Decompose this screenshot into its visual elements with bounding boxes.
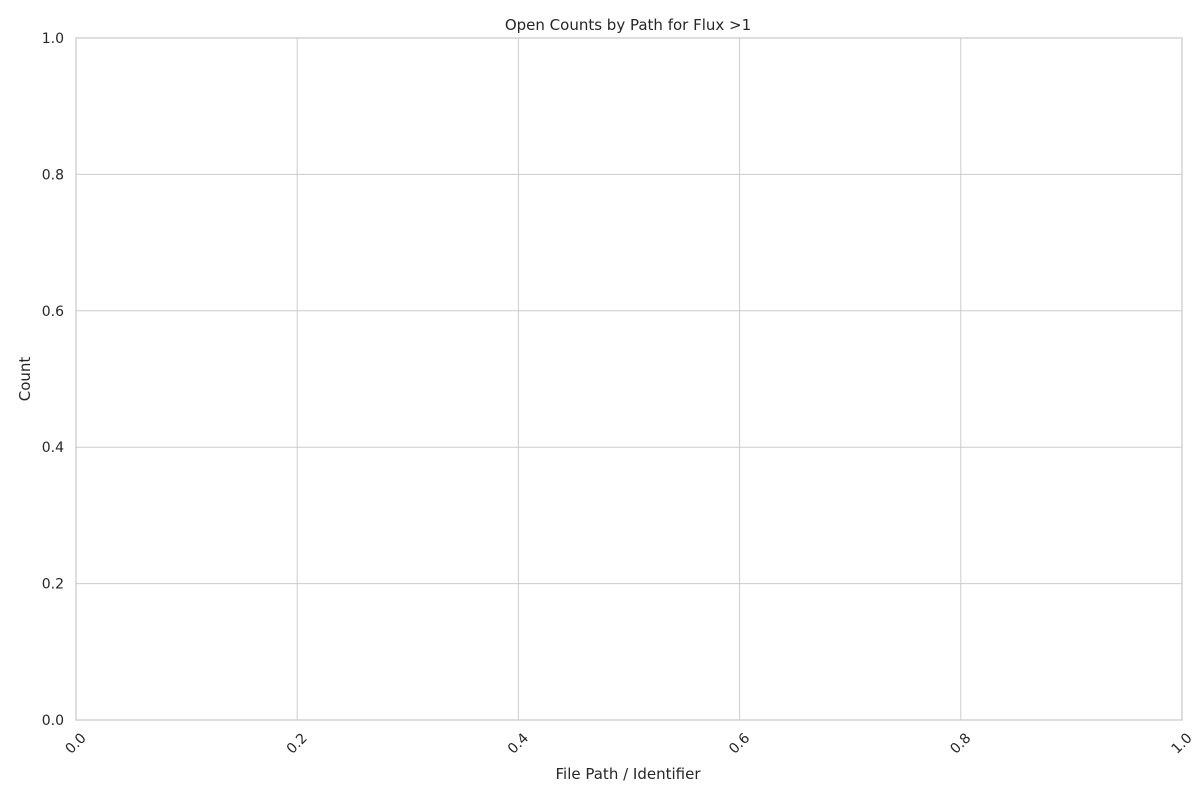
y-tick-label: 0.4: [42, 440, 64, 456]
y-tick-label: 0.2: [42, 577, 64, 593]
x-axis-label: File Path / Identifier: [556, 765, 702, 783]
y-tick-labels: 0.0 0.2 0.4 0.6 0.8 1.0: [42, 31, 64, 729]
y-tick-label: 0.0: [42, 713, 64, 729]
y-tick-label: 0.8: [42, 167, 64, 183]
y-tick-label: 1.0: [42, 31, 64, 47]
chart-title: Open Counts by Path for Flux >1: [505, 16, 751, 34]
y-axis-label: Count: [16, 357, 34, 402]
y-tick-label: 0.6: [42, 304, 64, 320]
plot-frame: [75, 37, 1183, 721]
